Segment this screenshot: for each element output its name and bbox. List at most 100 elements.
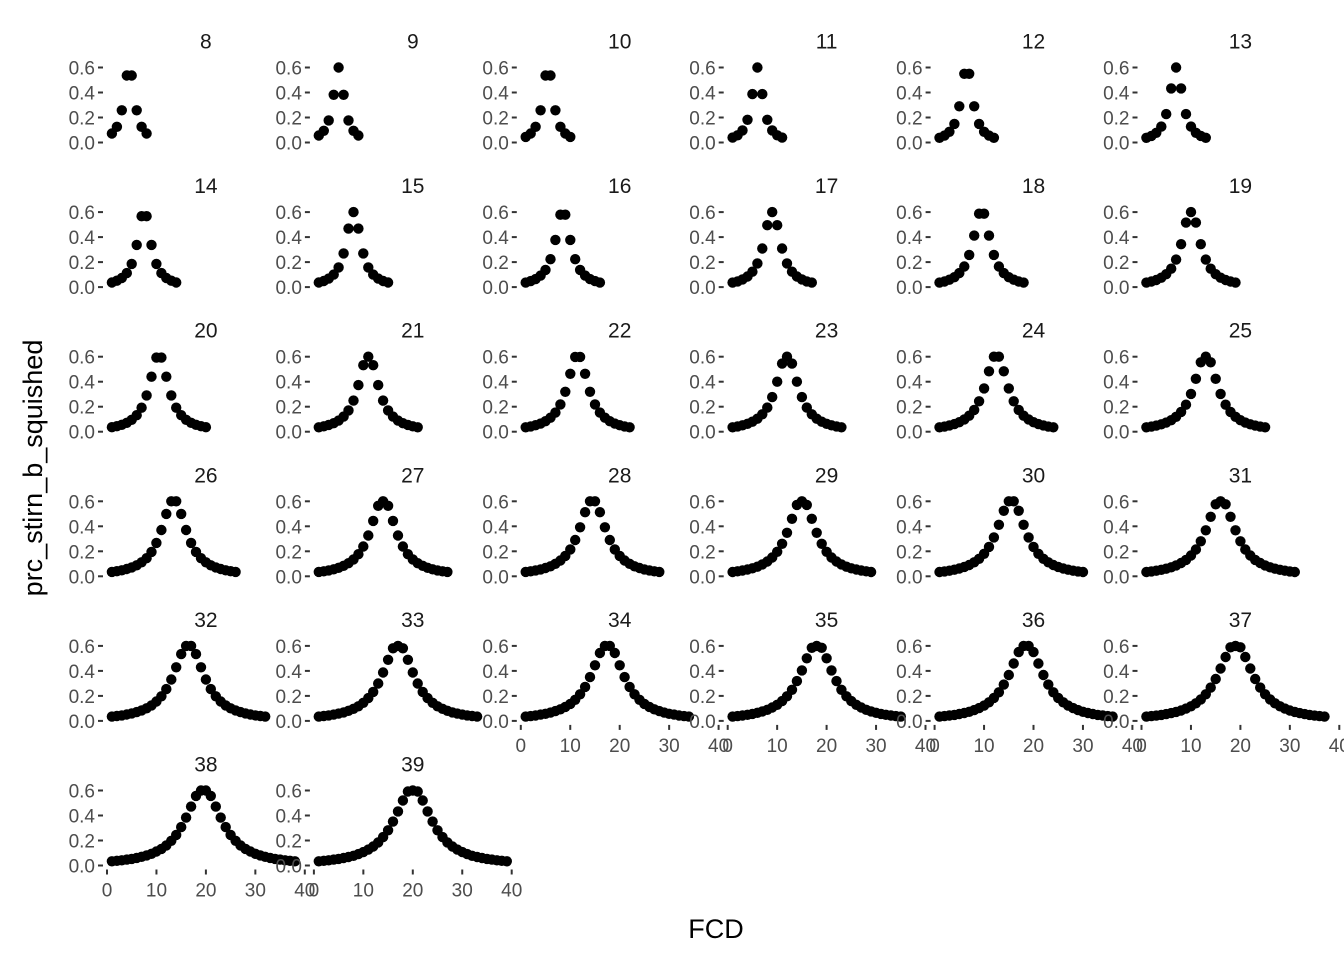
data-point <box>836 422 847 433</box>
y-tick-label: 0.0 <box>689 278 715 299</box>
y-tick-label: 0.2 <box>69 253 95 274</box>
x-tick-label: 40 <box>915 736 936 757</box>
facet-strip-label: 20 <box>194 320 217 343</box>
data-point <box>180 524 192 536</box>
data-point <box>811 527 822 538</box>
y-tick-label: 0.2 <box>275 542 301 563</box>
data-point <box>998 366 1009 377</box>
data-point <box>1008 496 1019 507</box>
data-point <box>599 522 611 533</box>
data-point <box>959 261 970 272</box>
y-tick-label: 0.6 <box>1103 637 1129 658</box>
x-tick-label: 0 <box>102 881 113 902</box>
data-point <box>141 128 152 139</box>
facet-panel-38: 38 0.0 0.2 0.4 0.6 0 10 20 30 40 <box>69 754 316 902</box>
y-tick-label: 0.2 <box>1103 687 1129 708</box>
data-point <box>969 230 980 241</box>
data-point <box>397 643 409 654</box>
data-point <box>988 532 1000 543</box>
data-point <box>1319 711 1330 722</box>
y-tick-label: 0.0 <box>275 423 301 444</box>
data-point <box>382 654 394 665</box>
facet-panel-12: 12 0.0 0.2 0.4 0.6 <box>896 31 1045 155</box>
facet-panel-25: 25 0.0 0.2 0.4 0.6 <box>1103 320 1271 444</box>
y-tick-label: 0.0 <box>275 278 301 299</box>
data-point <box>747 88 758 100</box>
data-point <box>387 816 399 827</box>
data-point <box>535 105 546 116</box>
facet-strip-label: 15 <box>401 175 424 198</box>
data-point <box>1185 388 1197 400</box>
y-tick-label: 0.2 <box>275 687 301 708</box>
data-point <box>328 89 339 101</box>
facet-panel-39: 39 0.0 0.2 0.4 0.6 0 10 20 30 40 <box>275 754 522 902</box>
data-point <box>589 660 601 671</box>
data-point <box>791 376 803 387</box>
data-point <box>973 118 985 130</box>
y-tick-label: 0.4 <box>482 84 509 105</box>
facet-panel-31: 31 0.0 0.2 0.4 0.6 <box>1103 464 1301 588</box>
y-tick-label: 0.6 <box>482 59 508 80</box>
facet-strip-label: 13 <box>1229 31 1252 54</box>
data-point <box>343 115 354 126</box>
data-point <box>1018 519 1029 530</box>
facet-panel-11: 11 0.0 0.2 0.4 0.6 <box>689 31 837 155</box>
data-point <box>772 376 783 387</box>
x-tick-label: 40 <box>501 881 522 902</box>
data-point <box>220 821 231 833</box>
data-point <box>762 220 773 231</box>
y-tick-label: 0.4 <box>482 662 509 683</box>
data-point <box>772 546 783 557</box>
data-point <box>993 519 1005 530</box>
data-point <box>614 660 625 671</box>
facet-panel-14: 14 0.0 0.2 0.4 0.6 <box>69 175 218 299</box>
data-point <box>609 647 620 659</box>
y-tick-label: 0.4 <box>275 228 302 249</box>
x-tick-label: 10 <box>353 881 374 902</box>
facet-strip-label: 39 <box>401 754 424 777</box>
y-tick-label: 0.4 <box>482 373 509 394</box>
data-point <box>1033 658 1044 669</box>
y-tick-label: 0.4 <box>689 517 716 538</box>
data-point <box>141 390 152 401</box>
data-point <box>540 264 551 276</box>
data-point <box>983 366 995 377</box>
data-point <box>944 126 955 137</box>
data-point <box>1215 663 1226 674</box>
data-point <box>988 132 1000 143</box>
y-tick-label: 0.4 <box>1103 84 1130 105</box>
data-point <box>343 405 354 416</box>
y-tick-label: 0.6 <box>1103 59 1129 80</box>
facet-panels: 8 0.0 0.2 0.4 0.6 9 0.0 0.2 0.4 0.6 10 0.0 0.2 0.4 0.6… <box>69 31 1344 902</box>
data-point <box>397 541 409 552</box>
data-point <box>816 538 827 549</box>
data-point <box>1190 544 1202 555</box>
data-point <box>200 422 212 433</box>
y-tick-label: 0.0 <box>69 278 95 299</box>
data-point <box>757 243 768 254</box>
data-point <box>1200 254 1212 265</box>
x-tick-label: 0 <box>722 736 733 757</box>
data-point <box>786 358 798 369</box>
y-tick-label: 0.6 <box>896 203 922 224</box>
data-point <box>407 667 418 678</box>
data-point <box>1200 525 1212 536</box>
y-tick-label: 0.2 <box>896 687 922 708</box>
facet-panel-23: 23 0.0 0.2 0.4 0.6 <box>689 320 847 444</box>
data-point <box>781 258 793 269</box>
data-point <box>560 386 571 397</box>
data-point <box>377 667 389 678</box>
data-point <box>126 258 137 270</box>
data-point <box>969 101 980 112</box>
data-point <box>767 206 778 218</box>
y-tick-label: 0.4 <box>1103 373 1130 394</box>
y-tick-label: 0.0 <box>689 134 715 155</box>
data-point <box>1023 532 1034 543</box>
data-point <box>584 671 596 683</box>
data-point <box>589 399 601 410</box>
y-tick-label: 0.2 <box>275 109 301 130</box>
data-point <box>1195 536 1207 547</box>
data-point <box>1205 511 1216 522</box>
data-point <box>1107 711 1118 722</box>
data-point <box>1230 525 1241 536</box>
